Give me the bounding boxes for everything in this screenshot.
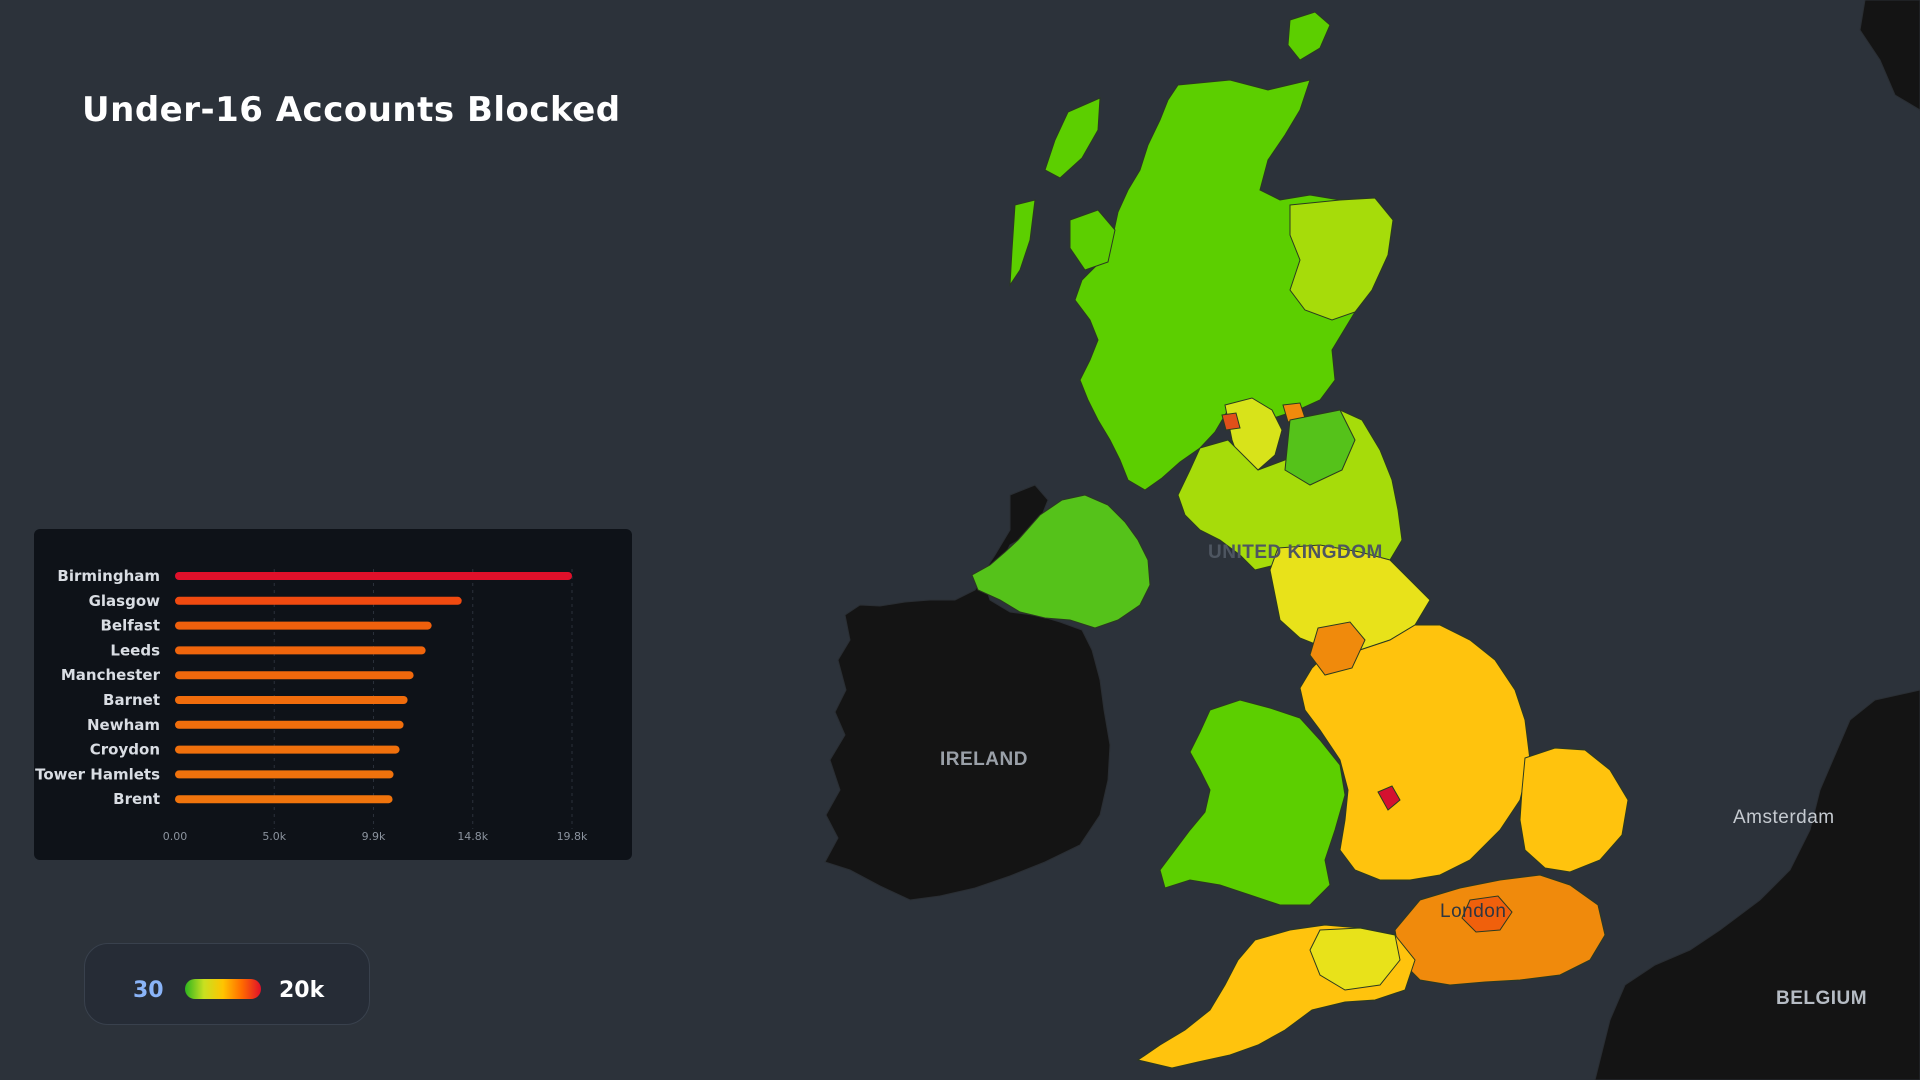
bar-category-label: Croydon: [90, 741, 160, 759]
bar-newham[interactable]: [175, 720, 404, 729]
orkney-islands: [1287, 11, 1331, 61]
bar-category-label: Birmingham: [57, 567, 160, 585]
bar-glasgow[interactable]: [175, 596, 462, 605]
bar-category-label: Glasgow: [89, 592, 161, 610]
bar-leeds[interactable]: [175, 646, 426, 655]
skye-island: [1069, 209, 1116, 271]
legend-min-label: 30: [133, 978, 164, 1003]
bar-category-label: Leeds: [110, 641, 160, 659]
bar-belfast[interactable]: [175, 621, 432, 630]
hebrides-south: [1009, 199, 1036, 287]
bar-chart: Birmingham Glasgow Belfast Leeds Manchester B…: [35, 567, 588, 843]
birmingham-area[interactable]: [1377, 785, 1401, 811]
bar-category-label: Manchester: [61, 666, 161, 684]
map-label-belgium: BELGIUM: [1776, 988, 1868, 1009]
map-label-london: London: [1440, 901, 1507, 922]
bar-category-label: Belfast: [101, 617, 161, 635]
bar-brent[interactable]: [175, 795, 393, 804]
x-tick-label: 5.0k: [262, 830, 286, 843]
aberdeenshire-region[interactable]: [1289, 197, 1394, 321]
northeast-green-region[interactable]: [1284, 409, 1356, 486]
wessex-yellow-region[interactable]: [1309, 927, 1401, 991]
bar-category-label: Brent: [113, 790, 160, 808]
wales-region[interactable]: [1159, 699, 1346, 906]
bar-barnet[interactable]: [175, 696, 408, 704]
netherlands-belgium-landmass: [1594, 689, 1920, 1080]
bar-chart-panel: Birmingham Glasgow Belfast Leeds Manchester B…: [34, 529, 632, 860]
bar-category-label: Tower Hamlets: [35, 765, 160, 783]
x-tick-label: 14.8k: [457, 830, 488, 843]
x-tick-label: 19.8k: [557, 830, 588, 843]
bar-croydon[interactable]: [175, 745, 400, 754]
map-label-amsterdam: Amsterdam: [1733, 807, 1835, 828]
bar-tower-hamlets[interactable]: [175, 770, 394, 779]
bar-category-label: Barnet: [103, 691, 160, 709]
color-legend: 30 20k: [84, 943, 370, 1025]
midlands-region[interactable]: [1299, 624, 1531, 881]
x-tick-label: 0.00: [163, 830, 188, 843]
map-label-uk: UNITED KINGDOM: [1208, 542, 1383, 563]
norway-landmass: [1859, 0, 1920, 111]
bar-category-label: Newham: [87, 716, 160, 734]
map-label-ireland: IRELAND: [940, 749, 1028, 770]
page-title: Under-16 Accounts Blocked: [82, 90, 621, 130]
x-tick-label: 9.9k: [362, 830, 386, 843]
east-anglia-region[interactable]: [1519, 747, 1629, 873]
glasgow-region[interactable]: [1221, 412, 1241, 431]
outer-hebrides: [1044, 97, 1101, 179]
northern-ireland-region[interactable]: [971, 494, 1151, 629]
manchester-area[interactable]: [1309, 621, 1366, 676]
bar-birmingham[interactable]: [175, 572, 572, 580]
bar-manchester[interactable]: [175, 671, 414, 680]
london-area[interactable]: [1461, 895, 1513, 933]
legend-gradient-bar: [185, 979, 261, 999]
legend-max-label: 20k: [279, 978, 325, 1003]
